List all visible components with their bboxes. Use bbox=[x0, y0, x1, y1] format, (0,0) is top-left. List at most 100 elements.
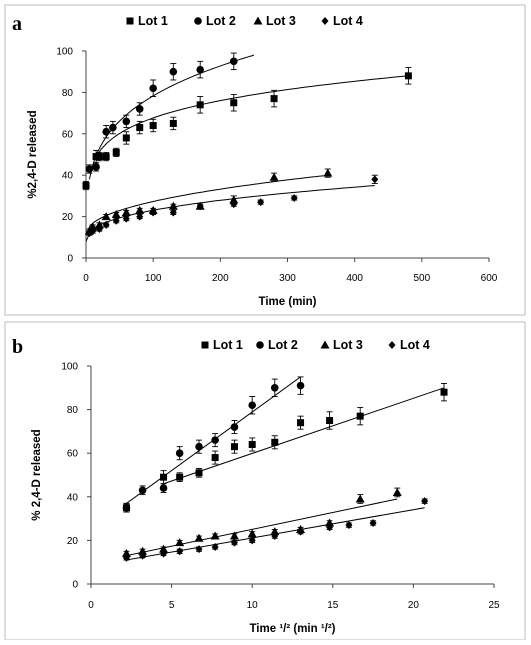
series-lot-4 bbox=[85, 174, 379, 242]
data-point bbox=[168, 201, 178, 210]
data-point bbox=[149, 208, 157, 217]
legend-label: Lot 3 bbox=[266, 14, 296, 28]
data-point bbox=[160, 549, 168, 558]
y-tick-label: 0 bbox=[72, 580, 78, 591]
data-point bbox=[326, 417, 334, 424]
data-point bbox=[229, 531, 239, 540]
data-point bbox=[135, 205, 145, 214]
trend-line bbox=[95, 75, 409, 157]
data-point bbox=[139, 551, 147, 560]
data-point bbox=[149, 122, 157, 130]
x-tick-label: 20 bbox=[408, 600, 420, 611]
data-point bbox=[121, 548, 131, 557]
data-point bbox=[196, 202, 204, 211]
legend-entry: Lot 4 bbox=[388, 338, 430, 352]
data-point bbox=[248, 536, 256, 545]
data-point bbox=[122, 134, 130, 142]
legend-entry: Lot 4 bbox=[321, 14, 363, 28]
x-tick-label: 10 bbox=[247, 600, 259, 611]
legend-marker bbox=[321, 17, 329, 25]
data-point bbox=[195, 545, 203, 554]
data-point bbox=[230, 200, 238, 209]
legend-entry: Lot 2 bbox=[194, 14, 236, 28]
panel-frame bbox=[4, 4, 526, 316]
x-tick-label: 200 bbox=[212, 273, 229, 284]
data-point bbox=[89, 227, 97, 236]
data-point bbox=[109, 123, 117, 132]
series-lot-2 bbox=[122, 376, 305, 513]
legend-entry: Lot 1 bbox=[126, 14, 168, 28]
y-tick-label: 40 bbox=[62, 171, 74, 182]
y-tick-label: 60 bbox=[62, 129, 74, 140]
data-point bbox=[136, 124, 144, 132]
trend-line bbox=[163, 387, 445, 485]
data-point bbox=[196, 65, 204, 74]
data-point bbox=[230, 443, 238, 451]
data-point bbox=[138, 486, 147, 495]
data-point bbox=[122, 553, 130, 562]
data-point bbox=[169, 208, 177, 217]
data-point bbox=[257, 198, 265, 207]
x-tick-label: 0 bbox=[83, 273, 89, 284]
panel-letter: a bbox=[12, 13, 22, 35]
x-tick-label: 25 bbox=[488, 600, 500, 611]
data-point bbox=[101, 212, 111, 221]
data-point bbox=[356, 412, 364, 420]
data-point bbox=[297, 527, 305, 536]
data-point bbox=[230, 538, 238, 547]
y-axis-label: % 2,4-D released bbox=[31, 429, 43, 520]
data-point bbox=[149, 84, 157, 93]
data-point bbox=[271, 438, 279, 446]
data-point bbox=[210, 531, 220, 540]
data-point bbox=[229, 195, 239, 204]
panel-frame bbox=[4, 321, 526, 641]
legend-marker bbox=[253, 16, 263, 25]
data-point bbox=[297, 419, 305, 427]
legend-label: Lot 4 bbox=[400, 338, 430, 352]
y-tick-label: 80 bbox=[62, 88, 74, 99]
series-lot-1 bbox=[82, 67, 412, 191]
x-tick-label: 500 bbox=[413, 273, 430, 284]
data-point bbox=[95, 225, 103, 234]
data-point bbox=[138, 546, 148, 555]
legend-marker bbox=[126, 17, 134, 25]
data-point bbox=[112, 216, 120, 225]
data-point bbox=[159, 484, 168, 492]
legend-entry: Lot 1 bbox=[201, 338, 243, 352]
data-point bbox=[247, 529, 257, 538]
y-tick-label: 40 bbox=[67, 492, 79, 503]
data-point bbox=[175, 449, 184, 458]
legend-marker bbox=[201, 341, 209, 349]
data-point bbox=[369, 518, 377, 527]
x-tick-label: 5 bbox=[169, 600, 175, 611]
data-point bbox=[270, 384, 279, 392]
x-tick-label: 400 bbox=[346, 273, 363, 284]
y-tick-label: 100 bbox=[61, 362, 78, 373]
data-point bbox=[248, 401, 256, 410]
data-point bbox=[85, 165, 94, 173]
legend-entry: Lot 3 bbox=[253, 14, 296, 28]
trend-line bbox=[85, 185, 375, 242]
data-point bbox=[230, 423, 239, 431]
data-point bbox=[95, 153, 103, 161]
data-point bbox=[160, 473, 168, 481]
legend-label: Lot 1 bbox=[213, 338, 243, 352]
y-tick-label: 0 bbox=[67, 254, 73, 265]
data-point bbox=[176, 473, 184, 481]
data-point bbox=[175, 538, 185, 547]
data-point bbox=[392, 487, 402, 496]
data-point bbox=[135, 105, 144, 113]
chart-panel-b: b 0 5 10 15 20 25 0 20 40 60 80 100 Time ¹/² (min ¹/²… bbox=[4, 321, 526, 641]
trend-line bbox=[126, 498, 398, 557]
y-tick-label: 60 bbox=[67, 449, 79, 460]
legend-entry: Lot 3 bbox=[320, 338, 363, 352]
data-point bbox=[122, 503, 131, 512]
data-point bbox=[211, 454, 219, 462]
series-lot-4 bbox=[122, 497, 429, 562]
x-tick-label: 300 bbox=[279, 273, 296, 284]
data-point bbox=[136, 212, 144, 221]
data-point bbox=[440, 388, 448, 396]
legend-label: Lot 2 bbox=[268, 338, 298, 352]
legend-marker bbox=[388, 341, 396, 349]
